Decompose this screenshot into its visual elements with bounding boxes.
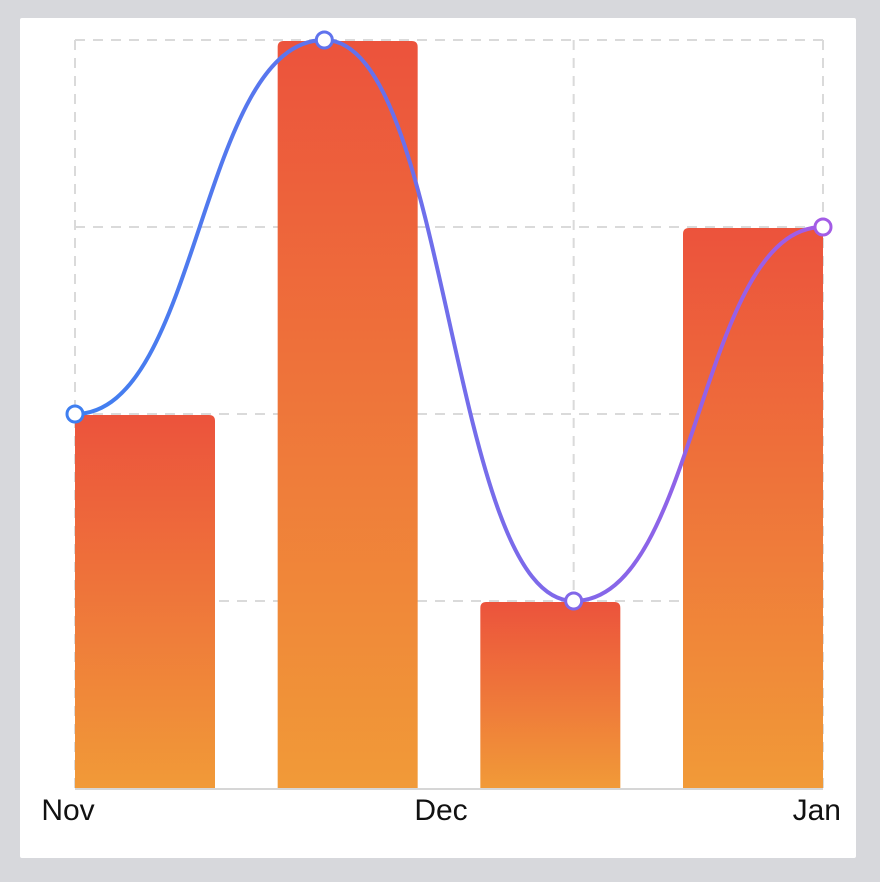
bar [480, 602, 621, 788]
bar [75, 415, 215, 788]
line-point [564, 591, 584, 611]
line-point [314, 30, 334, 50]
bar-series [75, 41, 823, 788]
series-line [74, 37, 824, 604]
line-point [813, 217, 833, 237]
x-tick-label: Nov [41, 794, 94, 827]
bar [683, 228, 823, 788]
x-tick-label: Dec [414, 794, 467, 827]
line-points [65, 30, 833, 611]
bar [277, 41, 418, 788]
x-tick-label: Jan [793, 794, 841, 827]
x-axis-ticks: Nov Dec Jan [41, 794, 841, 827]
line-series [74, 37, 824, 604]
line-point [65, 404, 85, 424]
